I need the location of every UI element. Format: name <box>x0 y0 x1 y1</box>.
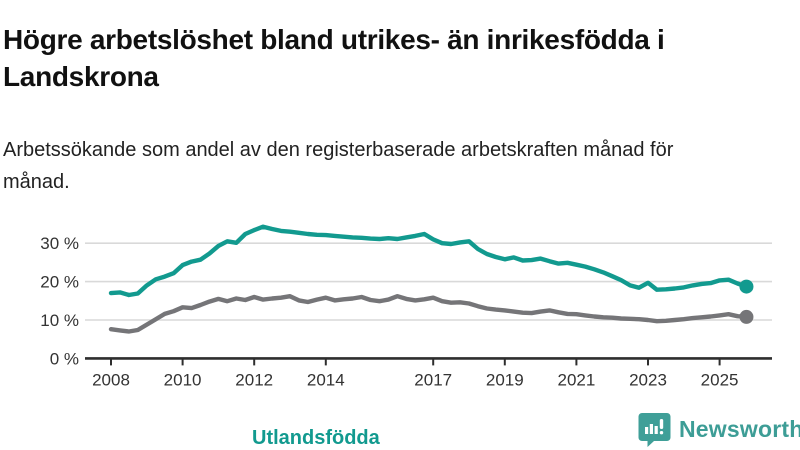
newsworthy-logo-text: Newsworthy <box>679 415 800 442</box>
newsworthy-bubble-chart-icon <box>638 413 671 447</box>
y-axis-tick-label: 30 % <box>40 234 79 253</box>
x-axis-tick-label: 2014 <box>307 370 345 389</box>
y-axis-tick-label: 20 % <box>40 273 79 292</box>
x-axis-tick-label: 2010 <box>164 370 202 389</box>
x-axis-tick-label: 2017 <box>414 370 452 389</box>
x-axis-tick-label: 2021 <box>557 370 595 389</box>
series-line-0 <box>108 224 749 298</box>
chart-title: Högre arbetslöshet bland utrikes- än inr… <box>3 23 665 92</box>
x-axis-tick-label: 2008 <box>92 370 130 389</box>
y-axis-tick-label: 10 % <box>40 311 79 330</box>
series-line-1 <box>108 293 749 334</box>
y-axis-tick-label: 0 % <box>50 349 79 368</box>
newsworthy-logo[interactable]: Newsworthy <box>638 411 800 447</box>
chart-subtitle: Arbetssökande som andel av den registerb… <box>3 139 674 193</box>
series-end-dot-0 <box>739 279 754 294</box>
x-axis-tick-label: 2025 <box>701 370 739 389</box>
series-label-utlandsfodda: Utlandsfödda <box>250 427 382 450</box>
chart-canvas: 0 % 10 % 20 % 30 % 2008 2010 2012 2014 2017 2019 2… <box>40 224 772 389</box>
line-chart: 0 % 10 % 20 % 30 % 2008 2010 2012 2014 2017 2019 2… <box>0 205 800 450</box>
x-axis-tick-label: 2023 <box>629 370 667 389</box>
x-axis-tick-label: 2012 <box>235 370 273 389</box>
x-axis-tick-label: 2019 <box>486 370 524 389</box>
series-end-dot-1 <box>739 309 754 324</box>
